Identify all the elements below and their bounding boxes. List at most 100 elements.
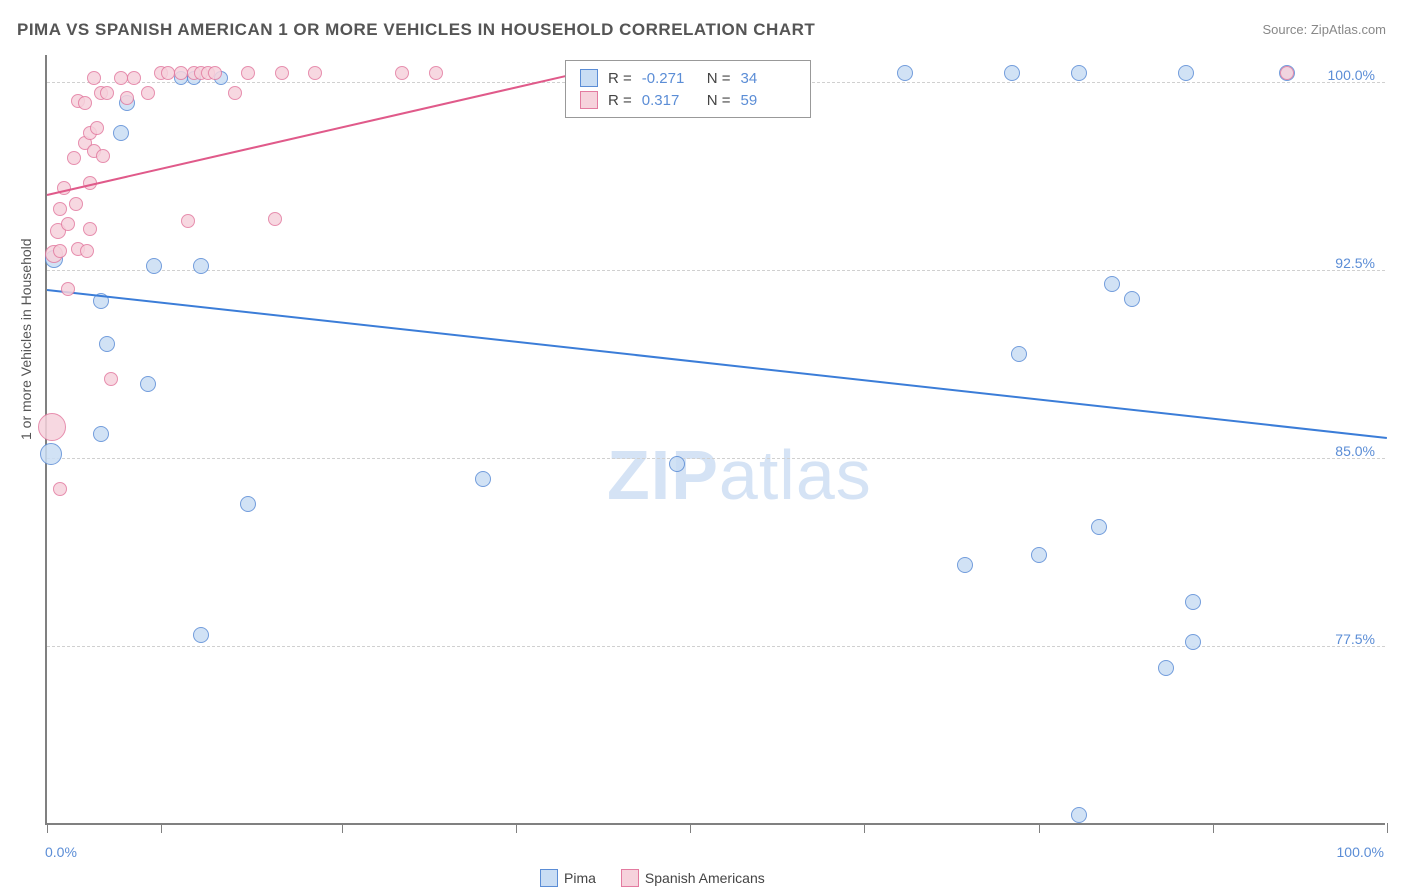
- y-tick-label: 100.0%: [1328, 67, 1375, 83]
- stat-r-label: R =: [608, 92, 632, 109]
- data-point: [241, 66, 255, 80]
- x-tick: [516, 823, 517, 833]
- data-point: [146, 258, 162, 274]
- legend-item: Spanish Americans: [621, 869, 765, 887]
- data-point: [127, 71, 141, 85]
- x-axis-min-label: 0.0%: [45, 844, 77, 860]
- data-point: [1158, 660, 1174, 676]
- x-tick: [690, 823, 691, 833]
- data-point: [53, 202, 67, 216]
- y-tick-label: 77.5%: [1335, 631, 1375, 647]
- data-point: [90, 121, 104, 135]
- legend-swatch: [580, 91, 598, 109]
- data-point: [181, 214, 195, 228]
- legend-item: Pima: [540, 869, 596, 887]
- trend-line: [47, 289, 1387, 439]
- data-point: [193, 627, 209, 643]
- data-point: [957, 557, 973, 573]
- watermark-rest: atlas: [719, 436, 872, 514]
- data-point: [114, 71, 128, 85]
- x-tick: [1387, 823, 1388, 833]
- stats-legend-row: R =0.317N =59: [580, 89, 796, 111]
- source-label: Source: ZipAtlas.com: [1262, 22, 1386, 37]
- x-tick: [1213, 823, 1214, 833]
- data-point: [1011, 346, 1027, 362]
- gridline: [47, 646, 1385, 647]
- data-point: [208, 66, 222, 80]
- data-point: [240, 496, 256, 512]
- data-point: [53, 244, 67, 258]
- watermark-bold: ZIP: [607, 436, 719, 514]
- data-point: [1091, 519, 1107, 535]
- data-point: [429, 66, 443, 80]
- data-point: [1104, 276, 1120, 292]
- data-point: [93, 426, 109, 442]
- data-point: [174, 66, 188, 80]
- watermark: ZIPatlas: [607, 435, 872, 515]
- x-tick: [161, 823, 162, 833]
- data-point: [53, 482, 67, 496]
- data-point: [141, 86, 155, 100]
- data-point: [669, 456, 685, 472]
- stats-legend-row: R =-0.271N =34: [580, 67, 796, 89]
- data-point: [1185, 594, 1201, 610]
- data-point: [1071, 65, 1087, 81]
- data-point: [100, 86, 114, 100]
- legend-swatch: [540, 869, 558, 887]
- series-legend: Pima Spanish Americans: [540, 869, 765, 887]
- data-point: [96, 149, 110, 163]
- data-point: [308, 66, 322, 80]
- data-point: [38, 413, 66, 441]
- y-axis-label: 1 or more Vehicles in Household: [18, 238, 34, 440]
- gridline: [47, 458, 1385, 459]
- x-tick: [342, 823, 343, 833]
- x-axis-max-label: 100.0%: [1337, 844, 1384, 860]
- data-point: [475, 471, 491, 487]
- data-point: [1280, 66, 1294, 80]
- data-point: [87, 71, 101, 85]
- legend-label: Spanish Americans: [645, 870, 765, 886]
- stat-r-value: 0.317: [642, 92, 697, 109]
- data-point: [268, 212, 282, 226]
- data-point: [228, 86, 242, 100]
- data-point: [113, 125, 129, 141]
- chart-title: PIMA VS SPANISH AMERICAN 1 OR MORE VEHIC…: [17, 20, 815, 40]
- data-point: [80, 244, 94, 258]
- legend-label: Pima: [564, 870, 596, 886]
- data-point: [69, 197, 83, 211]
- y-tick-label: 85.0%: [1335, 443, 1375, 459]
- data-point: [1124, 291, 1140, 307]
- data-point: [99, 336, 115, 352]
- data-point: [61, 217, 75, 231]
- stat-r-label: R =: [608, 70, 632, 87]
- legend-swatch: [621, 869, 639, 887]
- data-point: [161, 66, 175, 80]
- data-point: [1185, 634, 1201, 650]
- x-tick: [864, 823, 865, 833]
- data-point: [67, 151, 81, 165]
- data-point: [193, 258, 209, 274]
- data-point: [78, 96, 92, 110]
- data-point: [40, 443, 62, 465]
- data-point: [120, 91, 134, 105]
- stat-n-value: 34: [741, 70, 796, 87]
- legend-swatch: [580, 69, 598, 87]
- data-point: [140, 376, 156, 392]
- data-point: [275, 66, 289, 80]
- plot-area: ZIPatlas 100.0% 92.5% 85.0% 77.5%: [45, 55, 1385, 825]
- stat-n-label: N =: [707, 92, 731, 109]
- data-point: [61, 282, 75, 296]
- data-point: [1031, 547, 1047, 563]
- stat-n-label: N =: [707, 70, 731, 87]
- y-tick-label: 92.5%: [1335, 255, 1375, 271]
- data-point: [1071, 807, 1087, 823]
- data-point: [104, 372, 118, 386]
- x-tick: [47, 823, 48, 833]
- stats-legend: R =-0.271N =34R =0.317N =59: [565, 60, 811, 118]
- data-point: [897, 65, 913, 81]
- data-point: [1178, 65, 1194, 81]
- data-point: [395, 66, 409, 80]
- gridline: [47, 270, 1385, 271]
- data-point: [83, 222, 97, 236]
- x-tick: [1039, 823, 1040, 833]
